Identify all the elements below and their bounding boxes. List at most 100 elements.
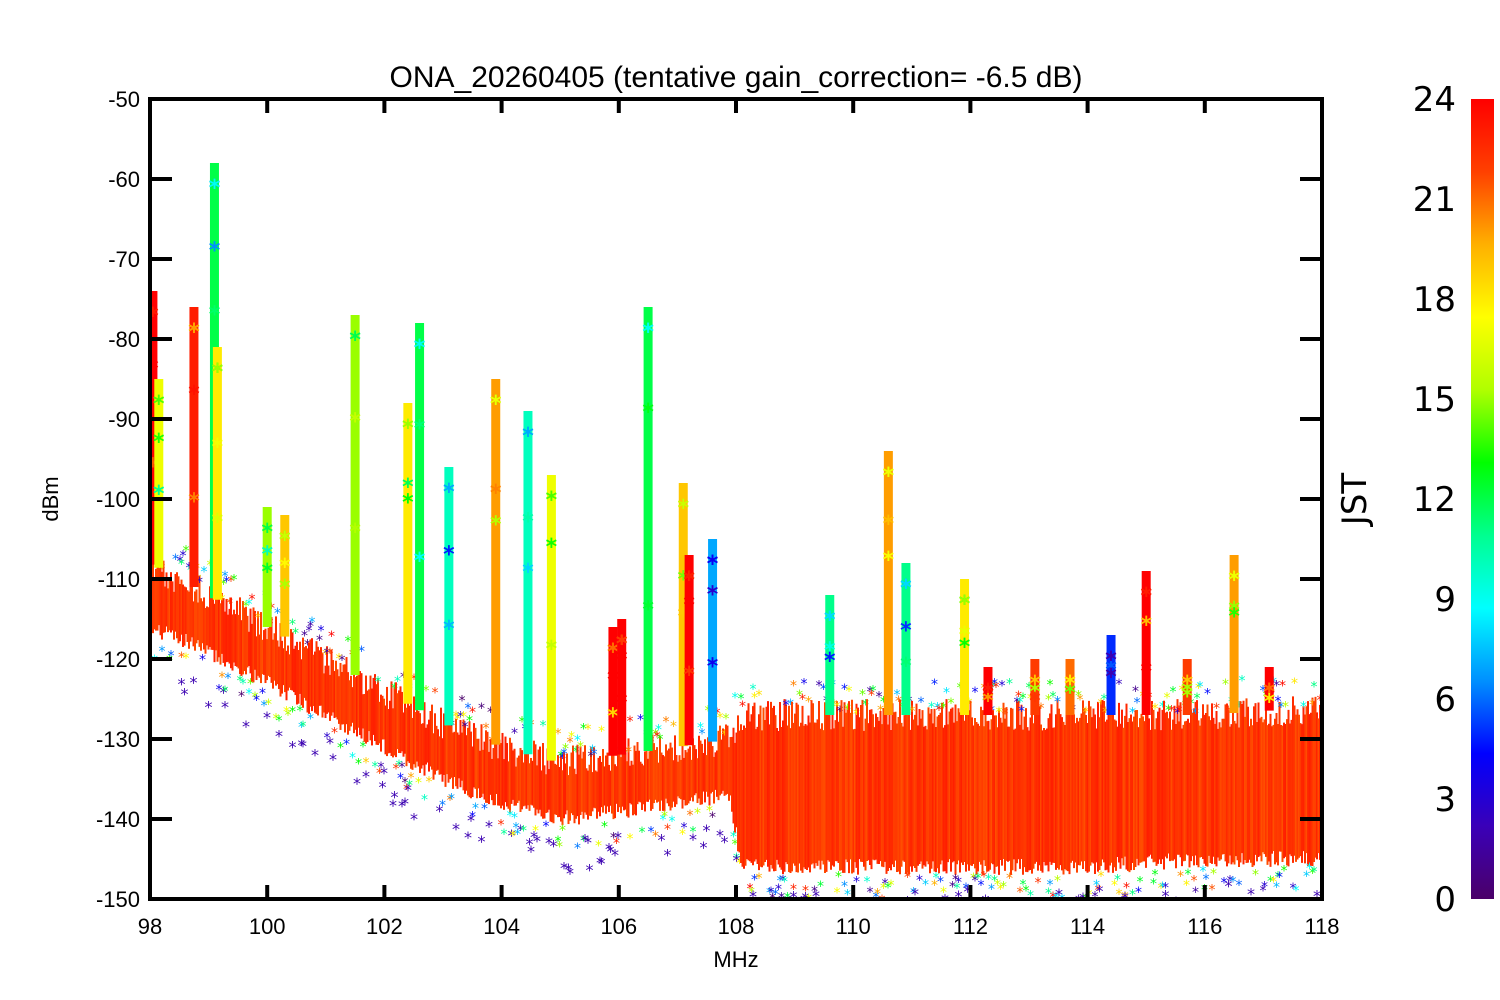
scatter-point: * — [398, 797, 406, 816]
scatter-point: * — [300, 719, 307, 735]
peak-point: * — [490, 481, 502, 506]
scatter-point: * — [1317, 693, 1324, 709]
scatter-point: * — [648, 824, 655, 840]
scatter-point: * — [993, 680, 1000, 696]
scatter-point: * — [1075, 688, 1082, 704]
scatter-point: * — [709, 810, 716, 826]
scatter-point: * — [885, 880, 892, 896]
colorbar-tick-label: 0 — [1434, 880, 1456, 920]
scatter-point: * — [700, 838, 708, 857]
scatter-point: * — [411, 672, 418, 688]
scatter-point: * — [274, 606, 281, 622]
scatter-point: * — [790, 678, 797, 694]
scatter-point: * — [818, 894, 826, 913]
scatter-point: * — [448, 791, 455, 807]
scatter-point: * — [324, 730, 331, 746]
peak-point: * — [642, 320, 654, 345]
scatter-point: * — [510, 828, 517, 844]
scatter-point: * — [362, 767, 370, 786]
scatter-point: * — [1159, 700, 1166, 716]
scatter-point: * — [1054, 873, 1061, 889]
scatter-point: * — [527, 842, 535, 861]
peak-point: * — [188, 382, 200, 407]
scatter-point: * — [457, 710, 464, 726]
scatter-point: * — [844, 702, 851, 718]
scatter-point: * — [1045, 693, 1052, 709]
scatter-point: * — [1221, 876, 1228, 892]
scatter-point: * — [252, 690, 259, 706]
scatter-point: * — [1291, 676, 1298, 692]
peak-point: * — [959, 635, 971, 660]
scatter-point: * — [739, 699, 746, 715]
peak-point: * — [1264, 690, 1276, 715]
scatter-point: * — [801, 677, 808, 693]
scatter-point: * — [297, 704, 304, 720]
peak-max-point: * — [188, 320, 200, 345]
scatter-point: * — [1293, 883, 1300, 899]
peak-point: * — [153, 482, 165, 507]
scatter-point: * — [186, 560, 193, 576]
peak-point: * — [443, 480, 455, 505]
scatter-point: * — [780, 873, 787, 889]
scatter-point: * — [318, 624, 325, 640]
peak-point: * — [522, 560, 534, 585]
scatter-point: * — [972, 685, 979, 701]
peak-point: * — [824, 649, 836, 674]
peak-point: * — [212, 510, 224, 535]
x-tick-label: 118 — [1304, 914, 1339, 939]
peak-point: * — [522, 424, 534, 449]
peak-point: * — [546, 637, 558, 662]
scatter-point: * — [783, 698, 790, 714]
scatter-point: * — [732, 837, 739, 853]
scatter-point: * — [955, 875, 962, 891]
scatter-point: * — [483, 721, 490, 737]
scatter-point: * — [588, 749, 595, 765]
peak-point: * — [212, 435, 224, 460]
scatter-point: * — [1273, 678, 1280, 694]
scatter-point: * — [1195, 681, 1202, 697]
scatter-point: * — [931, 878, 938, 894]
scatter-point: * — [991, 874, 998, 890]
peak-max-point: * — [443, 480, 455, 505]
scatter-point: * — [423, 683, 430, 699]
scatter-point: * — [1225, 876, 1233, 895]
scatter-point: * — [358, 644, 365, 660]
scatter-point: * — [1239, 673, 1246, 689]
scatter-point: * — [655, 722, 662, 738]
scatter-point: * — [1035, 875, 1042, 891]
scatter-point: * — [918, 695, 925, 711]
scatter-point: * — [460, 710, 467, 726]
scatter-point: * — [997, 882, 1004, 898]
scatter-point: * — [584, 833, 592, 852]
colorbar — [1471, 99, 1494, 899]
scatter-point: * — [1267, 874, 1274, 890]
scatter-point: * — [1050, 890, 1057, 906]
scatter-point: * — [285, 708, 292, 724]
scatter-point: * — [415, 776, 422, 792]
scatter-point: * — [577, 739, 584, 755]
scatter-point: * — [736, 856, 743, 872]
scatter-point: * — [355, 757, 362, 773]
scatter-point: * — [954, 881, 961, 897]
scatter-point: * — [1098, 869, 1105, 885]
scatter-point: * — [948, 696, 955, 712]
scatter-point: * — [349, 750, 356, 766]
scatter-point: * — [837, 704, 844, 720]
scatter-point: * — [177, 554, 184, 570]
scatter-point: * — [301, 628, 308, 644]
scatter-point: * — [660, 812, 667, 828]
scatter-point: * — [787, 697, 794, 713]
scatter-point: * — [864, 874, 871, 890]
scatter-point: * — [222, 684, 229, 700]
scatter-point: * — [1159, 880, 1166, 896]
scatter-point: * — [394, 674, 401, 690]
scatter-point: * — [1168, 703, 1175, 719]
scatter-point: * — [550, 836, 558, 855]
scatter-point: * — [853, 707, 860, 723]
scatter-point: * — [1230, 875, 1237, 891]
scatter-point: * — [309, 615, 316, 631]
scatter-point: * — [812, 886, 820, 905]
scatter-point: * — [231, 573, 238, 589]
peak-max-point: * — [1140, 584, 1152, 609]
scatter-point: * — [168, 648, 175, 664]
